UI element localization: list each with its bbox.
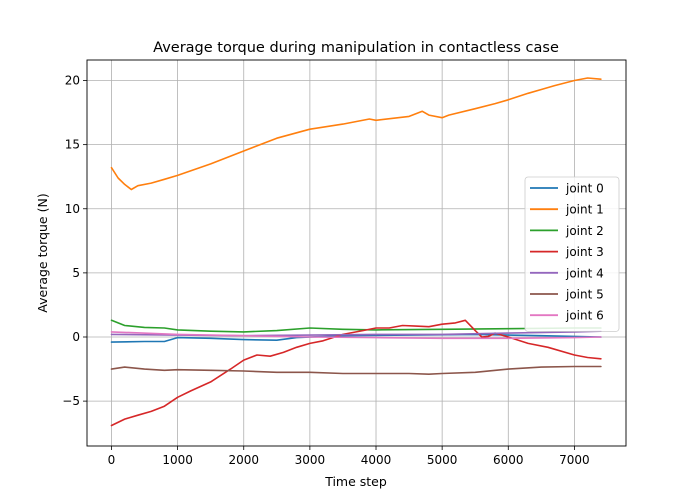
y-tick-label: 0	[72, 330, 80, 344]
y-axis-label: Average torque (N)	[35, 193, 50, 312]
legend-label: joint 6	[565, 309, 604, 323]
x-tick-label: 0	[108, 453, 116, 467]
x-tick-label: 3000	[295, 453, 326, 467]
legend-label: joint 4	[565, 266, 604, 280]
plot-frame	[86, 59, 627, 447]
legend-label: joint 0	[565, 182, 604, 196]
series-line-joint-2	[110, 319, 602, 333]
x-axis-ticks: 0 1000 2000 3000 4000 5000 6000 7000	[108, 446, 590, 467]
y-axis-ticks: −5 0 5 10 15 20	[62, 74, 87, 408]
y-tick-label: 15	[65, 138, 80, 152]
series-line-joint-1	[110, 77, 602, 191]
legend-label: joint 1	[565, 203, 604, 217]
chart-title: Average torque during manipulation in co…	[153, 40, 559, 56]
y-tick-label: 5	[72, 266, 80, 280]
y-tick-label: −5	[62, 394, 80, 408]
legend-label: joint 3	[565, 245, 604, 259]
series-layer	[110, 77, 602, 427]
legend-label: joint 5	[565, 288, 604, 302]
series-line-joint-6	[110, 331, 602, 340]
x-tick-label: 5000	[427, 453, 458, 467]
y-tick-label: 20	[65, 74, 80, 88]
y-tick-label: 10	[65, 202, 80, 216]
x-tick-label: 6000	[493, 453, 524, 467]
x-tick-label: 7000	[559, 453, 590, 467]
x-tick-label: 1000	[162, 453, 193, 467]
x-tick-label: 4000	[361, 453, 392, 467]
legend-box	[524, 176, 620, 332]
x-axis-label: Time step	[324, 474, 387, 489]
legend-label: joint 2	[565, 224, 604, 238]
series-line-joint-5	[110, 365, 602, 376]
legend: joint 0 joint 1 joint 2 joint 3 joint 4 joint…	[524, 176, 620, 332]
x-tick-label: 2000	[228, 453, 259, 467]
